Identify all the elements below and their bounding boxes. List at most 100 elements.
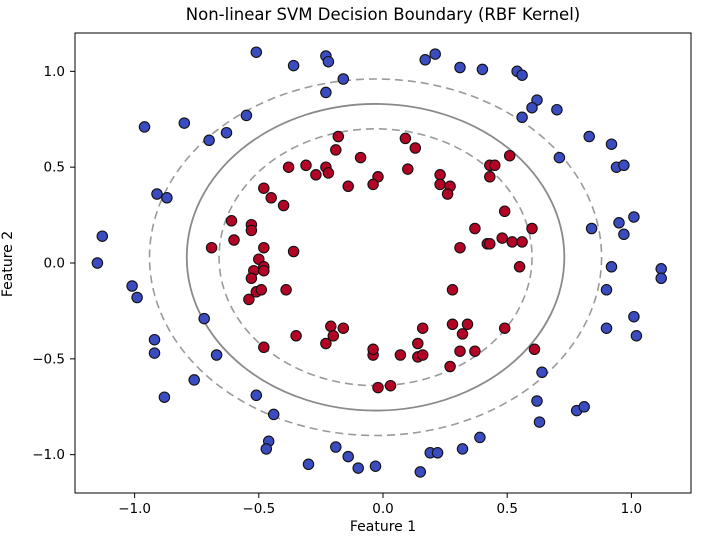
data-point-outer-class-blue <box>583 130 595 143</box>
data-point-inner-class-red <box>416 349 429 361</box>
data-point-outer-class-blue <box>96 230 109 242</box>
data-point-inner-class-red <box>506 236 518 248</box>
data-point-outer-class-blue <box>320 86 332 99</box>
data-point-inner-class-red <box>412 337 424 350</box>
x-tick-label: 0.0 <box>372 501 393 517</box>
data-point-outer-class-blue <box>178 117 191 129</box>
data-point-outer-class-blue <box>476 63 489 76</box>
data-point-inner-class-red <box>498 205 511 218</box>
data-point-outer-class-blue <box>600 284 613 296</box>
margin-ellipse-1 <box>148 78 603 437</box>
data-point-inner-class-red <box>469 222 481 235</box>
data-point-inner-class-red <box>337 322 350 334</box>
data-point-outer-class-blue <box>531 395 543 407</box>
data-point-inner-class-red <box>489 159 501 172</box>
data-point-inner-class-red <box>503 149 516 162</box>
data-point-outer-class-blue <box>454 61 466 74</box>
data-point-outer-class-blue <box>533 416 546 428</box>
data-point-outer-class-blue <box>618 228 630 241</box>
data-point-inner-class-red <box>287 245 300 258</box>
data-point-inner-class-red <box>446 284 459 296</box>
data-point-inner-class-red <box>434 169 446 181</box>
data-point-outer-class-blue <box>628 310 640 323</box>
data-point-inner-class-red <box>409 142 422 154</box>
data-point-outer-class-blue <box>352 462 364 474</box>
data-point-inner-class-red <box>245 272 258 285</box>
data-point-inner-class-red <box>258 341 270 354</box>
data-point-inner-class-red <box>469 345 481 357</box>
data-point-inner-class-red <box>265 192 277 204</box>
data-point-outer-class-blue <box>91 257 104 269</box>
data-point-inner-class-red <box>416 322 429 334</box>
data-point-outer-class-blue <box>188 374 200 386</box>
data-point-outer-class-blue <box>126 280 138 292</box>
data-point-inner-class-red <box>325 320 337 333</box>
data-point-inner-class-red <box>498 322 511 334</box>
data-point-outer-class-blue <box>287 59 300 72</box>
data-point-inner-class-red <box>434 178 446 191</box>
data-point-outer-class-blue <box>148 347 161 359</box>
data-point-outer-class-blue <box>536 366 548 379</box>
data-point-inner-class-red <box>516 236 528 248</box>
y-tick-label: 0.5 <box>44 160 65 176</box>
data-point-outer-class-blue <box>553 151 566 164</box>
data-point-outer-class-blue <box>330 441 342 453</box>
data-point-outer-class-blue <box>210 349 223 361</box>
data-point-outer-class-blue <box>600 322 613 334</box>
data-point-inner-class-red <box>245 224 258 237</box>
data-point-inner-class-red <box>456 328 469 340</box>
data-point-outer-class-blue <box>302 458 315 471</box>
data-point-inner-class-red <box>320 337 332 350</box>
data-point-inner-class-red <box>496 232 508 244</box>
data-point-inner-class-red <box>402 163 414 175</box>
data-point-inner-class-red <box>367 178 379 191</box>
data-point-inner-class-red <box>484 171 496 183</box>
data-point-outer-class-blue <box>260 443 273 455</box>
data-point-inner-class-red <box>327 330 340 342</box>
y-tick-label: 0.0 <box>44 256 65 272</box>
x-tick-label: 1.0 <box>621 501 642 517</box>
data-point-inner-class-red <box>332 130 345 143</box>
data-point-outer-class-blue <box>474 431 486 444</box>
data-point-outer-class-blue <box>605 261 618 273</box>
data-point-inner-class-red <box>367 343 379 356</box>
data-point-inner-class-red <box>342 180 354 193</box>
data-point-inner-class-red <box>394 349 407 361</box>
data-point-outer-class-blue <box>131 291 143 304</box>
data-point-inner-class-red <box>310 169 322 181</box>
data-point-outer-class-blue <box>148 333 161 346</box>
x-tick-label: −1.0 <box>118 501 151 517</box>
data-point-inner-class-red <box>446 318 459 331</box>
data-point-outer-class-blue <box>526 101 538 114</box>
data-point-inner-class-red <box>255 284 268 296</box>
data-point-outer-class-blue <box>585 222 598 235</box>
data-point-inner-class-red <box>258 182 270 194</box>
data-point-inner-class-red <box>461 318 474 331</box>
data-point-outer-class-blue <box>161 192 173 204</box>
y-tick-label: −0.5 <box>32 351 65 367</box>
data-point-inner-class-red <box>513 261 526 273</box>
data-point-outer-class-blue <box>369 460 382 472</box>
data-point-inner-class-red <box>454 345 466 357</box>
x-tick-label: −0.5 <box>242 501 275 517</box>
data-point-inner-class-red <box>399 132 412 145</box>
data-point-outer-class-blue <box>151 188 163 200</box>
data-point-outer-class-blue <box>267 408 280 421</box>
data-point-inner-class-red <box>277 199 290 212</box>
data-point-outer-class-blue <box>203 134 215 147</box>
data-point-inner-class-red <box>282 161 295 173</box>
x-tick-label: 0.5 <box>496 501 517 517</box>
data-point-inner-class-red <box>258 241 270 254</box>
data-point-outer-class-blue <box>322 55 335 68</box>
data-point-inner-class-red <box>258 264 270 277</box>
data-point-inner-class-red <box>243 293 255 306</box>
data-point-inner-class-red <box>225 215 238 227</box>
y-tick-label: 1.0 <box>44 64 65 80</box>
data-point-inner-class-red <box>300 159 312 172</box>
data-point-inner-class-red <box>454 241 466 254</box>
data-point-outer-class-blue <box>516 69 528 81</box>
data-point-outer-class-blue <box>158 391 171 403</box>
data-point-outer-class-blue <box>431 447 444 459</box>
